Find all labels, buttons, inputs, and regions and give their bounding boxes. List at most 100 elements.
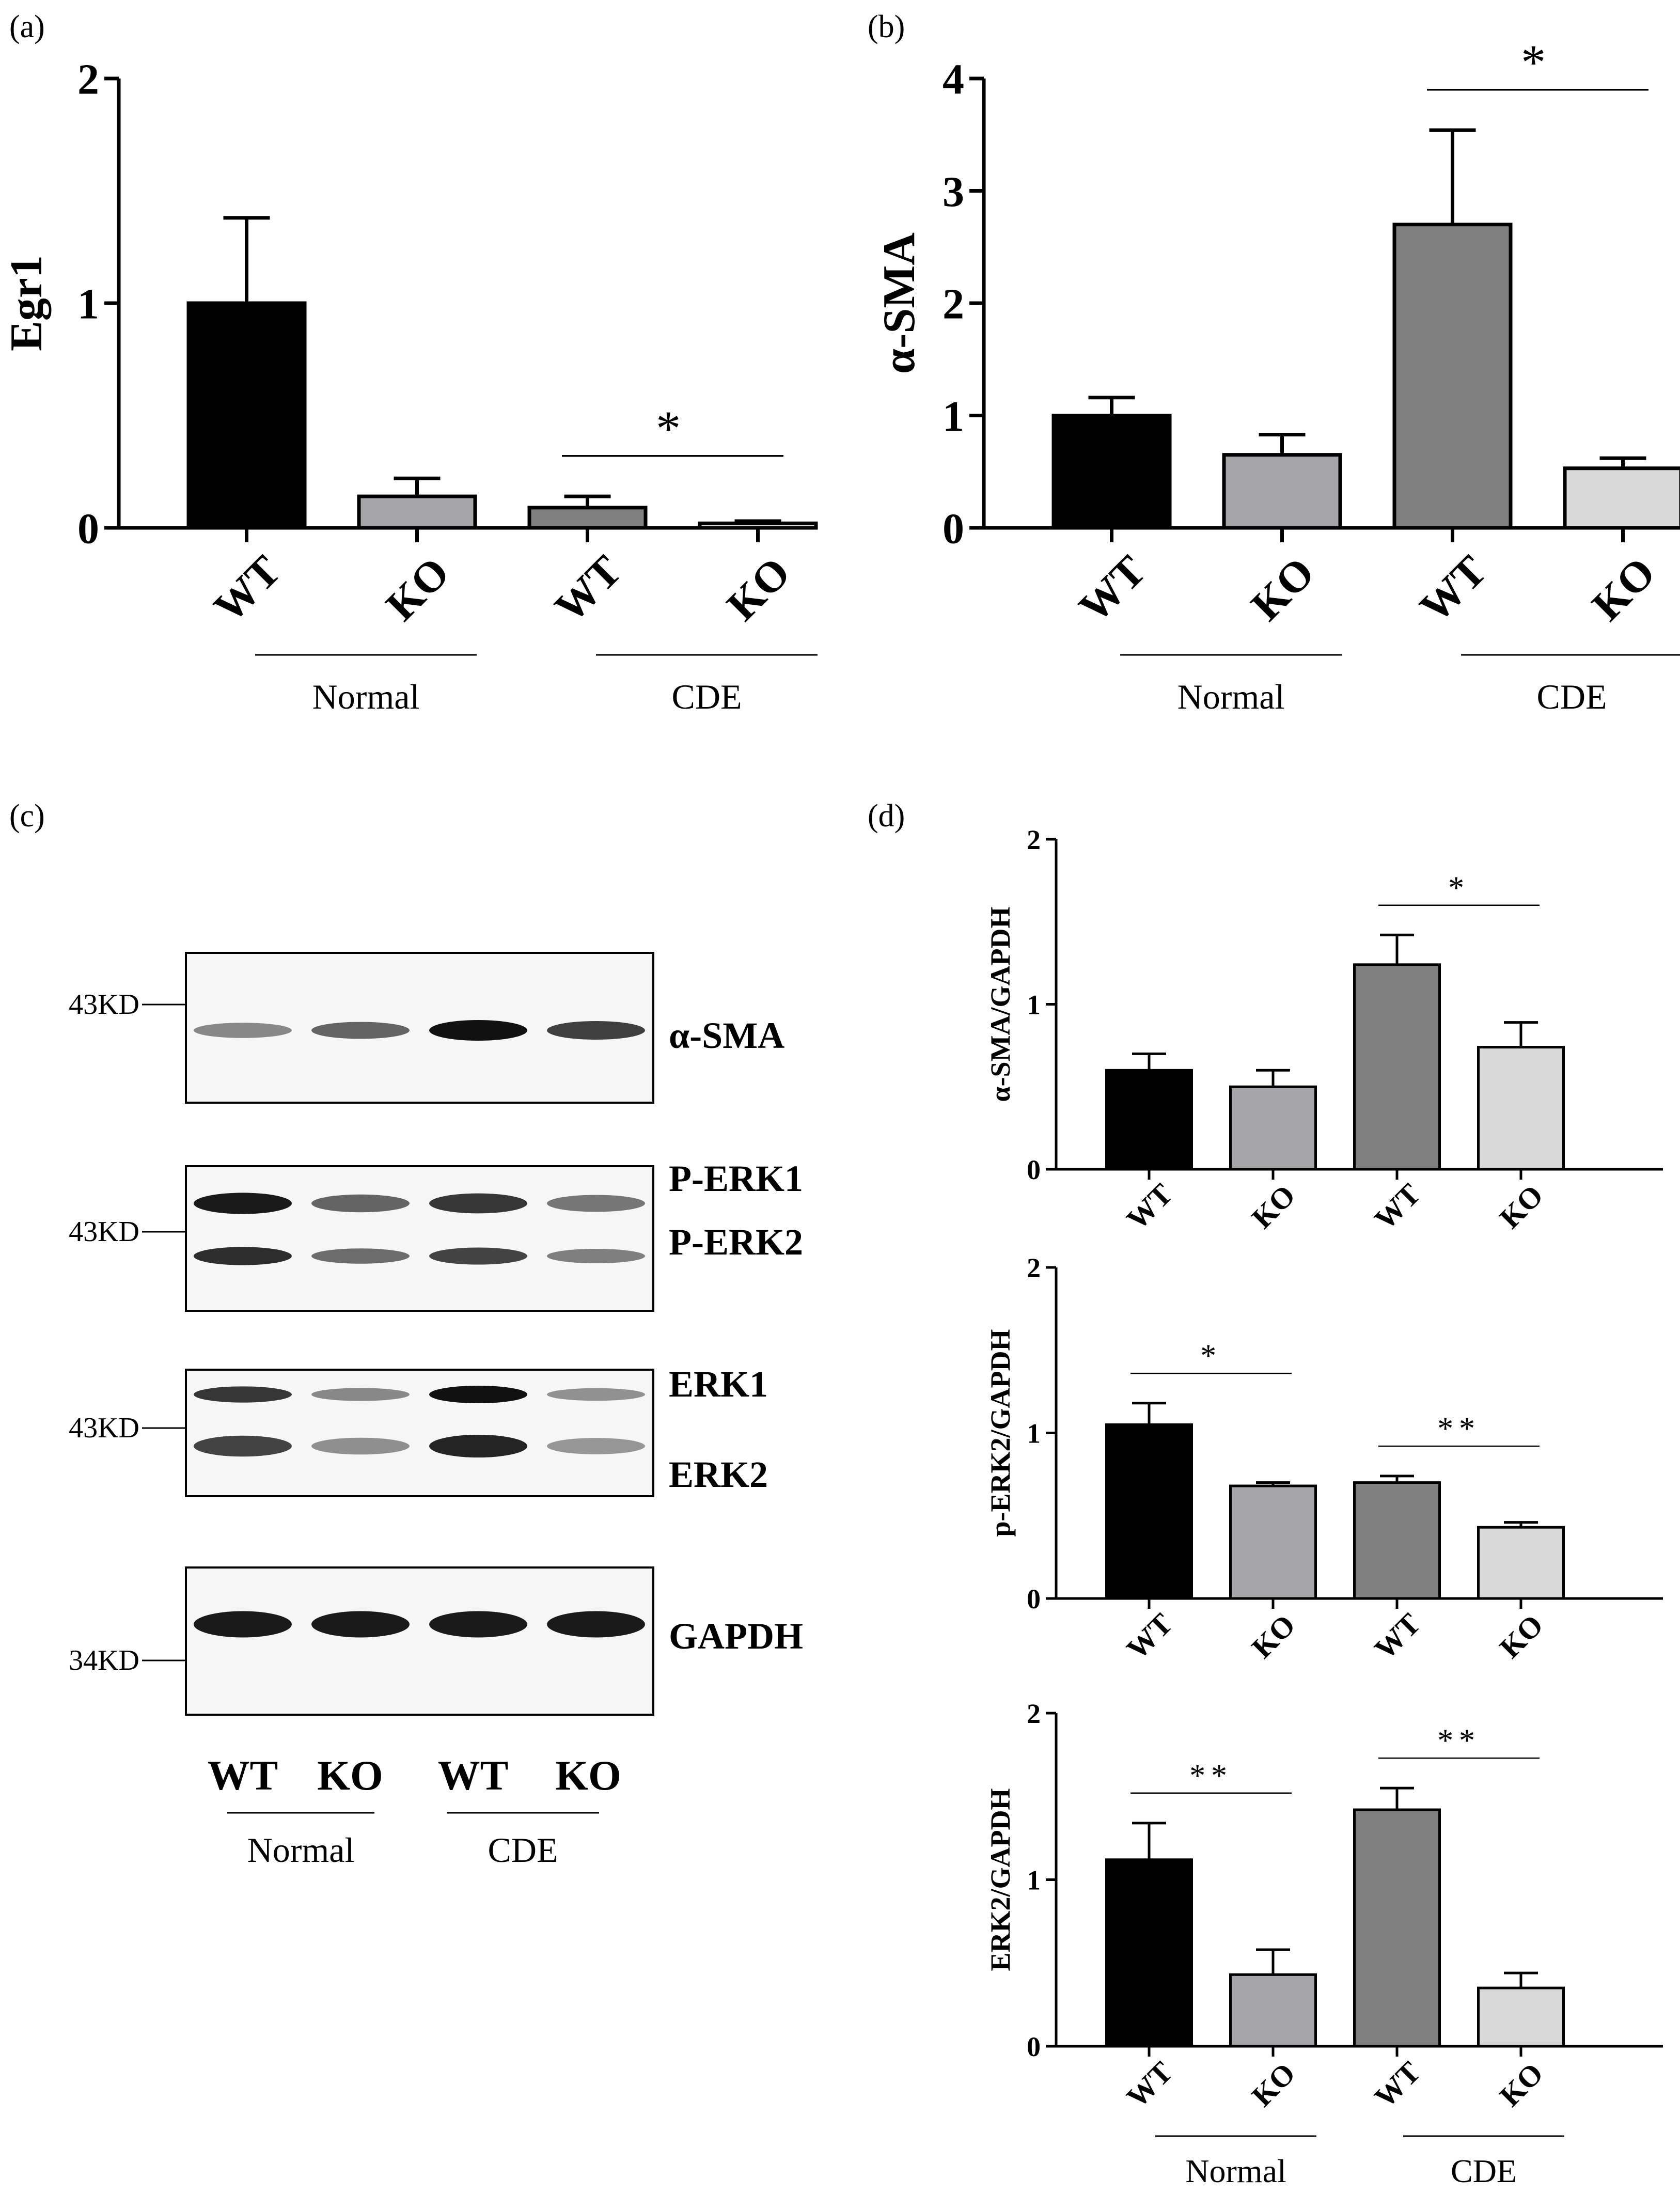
significance-label: * — [1448, 870, 1470, 905]
y-tick-label: 1 — [1027, 1418, 1041, 1449]
blot-band — [194, 1386, 292, 1403]
bar — [1222, 453, 1342, 530]
group-label: Normal — [312, 677, 420, 716]
bar — [698, 521, 818, 530]
bar — [1563, 466, 1680, 530]
group-label: CDE — [488, 1830, 558, 1870]
blot-band — [429, 1247, 527, 1265]
blot-band — [429, 1435, 527, 1457]
x-tick-label: WT — [1120, 1607, 1179, 1666]
y-tick-label: 1 — [1027, 1864, 1041, 1895]
significance-label: * — [1521, 35, 1555, 90]
x-tick-label: KO — [1493, 1178, 1550, 1235]
y-tick-label: 4 — [943, 55, 964, 103]
blot-band — [547, 1388, 645, 1401]
y-tick-label: 0 — [943, 505, 964, 553]
x-tick-label: KO — [1245, 1178, 1302, 1235]
blot-band — [547, 1195, 645, 1212]
blot-band — [429, 1386, 527, 1403]
bar — [186, 301, 307, 530]
bar — [1353, 1808, 1441, 2048]
blot-band — [194, 1247, 292, 1265]
x-tick-label: KO — [1583, 548, 1665, 630]
blot-band — [311, 1611, 410, 1638]
blot-label: α-SMA — [669, 1015, 784, 1056]
bar — [1477, 1986, 1565, 2048]
significance-label: ** — [1437, 1723, 1481, 1759]
y-axis-label: α-SMA — [874, 232, 924, 374]
y-tick-label: 2 — [1027, 1252, 1041, 1283]
bar — [1051, 414, 1172, 530]
bar — [1477, 1046, 1565, 1171]
y-tick-label: 0 — [1027, 1154, 1041, 1185]
lane-label: KO — [317, 1752, 383, 1799]
bar — [1229, 1484, 1317, 1600]
group-label: CDE — [1537, 677, 1607, 716]
x-tick-label: WT — [205, 546, 290, 632]
x-tick-label: KO — [718, 548, 799, 630]
x-tick-label: WT — [1120, 2055, 1179, 2114]
bar — [1105, 1858, 1193, 2048]
y-tick-label: 2 — [1027, 1698, 1041, 1729]
blot-band — [547, 1438, 645, 1454]
y-tick-label: 1 — [77, 280, 99, 328]
x-tick-label: KO — [1242, 548, 1324, 630]
y-tick-label: 0 — [77, 505, 99, 553]
bar — [1353, 963, 1441, 1171]
bar — [1229, 1973, 1317, 2048]
blot-band — [547, 1021, 645, 1040]
group-label: CDE — [672, 677, 742, 716]
chart-erk2-gapdh: 0 1 2 ERK2/GAPDH WT KO WT KO ** ** Normal CDE — [985, 1698, 1663, 2189]
x-tick-label: WT — [546, 546, 631, 632]
y-tick-label: 0 — [1027, 1583, 1041, 1614]
x-tick-label: WT — [1368, 1177, 1427, 1236]
chart-alpha-sma-gapdh: 0 1 2 α-SMA/GAPDH WT KO WT KO * — [985, 824, 1663, 1236]
y-tick-label: 1 — [943, 393, 964, 441]
bar — [1477, 1526, 1565, 1600]
y-axis-label: ERK2/GAPDH — [985, 1788, 1016, 1971]
y-axis-label: α-SMA/GAPDH — [985, 906, 1016, 1102]
x-tick-label: WT — [1120, 1177, 1179, 1236]
blot-label: P-ERK2 — [669, 1221, 803, 1263]
blot-band — [547, 1248, 645, 1264]
y-tick-label: 2 — [1027, 824, 1041, 855]
blot-band — [194, 1435, 292, 1457]
panel-label-d: (d) — [868, 798, 905, 834]
y-tick-label: 3 — [943, 168, 964, 216]
panel-label-a: (a) — [9, 9, 45, 44]
panel-label-b: (b) — [868, 9, 905, 44]
x-tick-label: KO — [1493, 2056, 1550, 2113]
group-label: CDE — [1451, 2153, 1517, 2189]
western-blot: 43KD α-SMA 43KD P-ERK1 P-ERK2 43KD ERK1 ERK2 34K… — [69, 952, 803, 1870]
significance-label: * — [656, 401, 689, 456]
blot-band — [429, 1020, 527, 1041]
y-tick-label: 1 — [1027, 989, 1041, 1020]
kd-label: 43KD — [69, 1216, 139, 1248]
blot-box — [185, 1566, 654, 1716]
x-tick-label: KO — [377, 548, 459, 630]
lane-label: WT — [438, 1752, 509, 1799]
group-label: Normal — [1177, 677, 1285, 716]
bar — [1353, 1481, 1441, 1600]
bar — [1105, 1069, 1193, 1171]
significance-label: * — [1200, 1339, 1222, 1374]
panel-label-c: (c) — [9, 798, 45, 834]
kd-label: 43KD — [69, 1412, 139, 1444]
blot-band — [311, 1022, 410, 1039]
significance-label: ** — [1437, 1412, 1481, 1447]
kd-label: 43KD — [69, 989, 139, 1021]
lane-label: KO — [555, 1752, 621, 1799]
bar — [1105, 1423, 1193, 1600]
blot-band — [547, 1611, 645, 1638]
x-tick-label: WT — [1411, 546, 1496, 632]
x-tick-label: KO — [1245, 1608, 1302, 1665]
blot-band — [311, 1248, 410, 1264]
x-tick-label: KO — [1493, 1608, 1550, 1665]
blot-band — [311, 1194, 410, 1213]
y-tick-label: 2 — [77, 55, 99, 103]
bar — [357, 494, 477, 530]
chart-egr1: 0 1 2 Egr1 WT KO WT KO * Normal CDE — [2, 55, 818, 716]
blot-band — [429, 1611, 527, 1638]
